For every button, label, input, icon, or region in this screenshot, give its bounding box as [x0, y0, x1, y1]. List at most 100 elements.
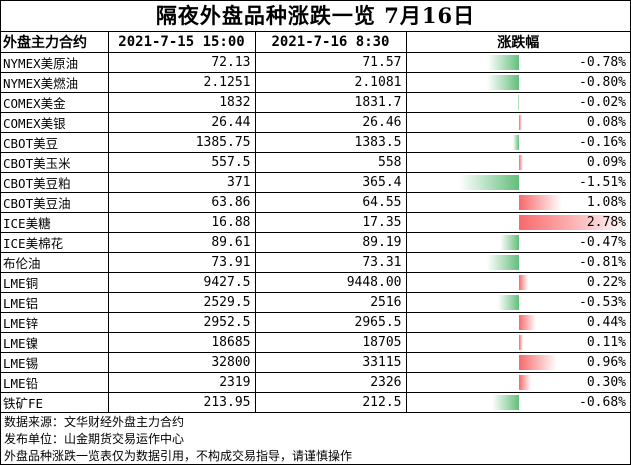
table-row: CBOT美豆 1385.75 1383.5 -0.16% [1, 132, 630, 153]
footer-source: 数据来源：文华财经外盘主力合约 [4, 415, 185, 429]
contract-name: NYMEX美燃油 [1, 72, 109, 93]
negative-data-bar [458, 175, 519, 190]
negative-data-bar [486, 75, 519, 90]
positive-data-bar [518, 115, 522, 130]
price-after: 1383.5 [254, 132, 407, 153]
change-value: -0.16% [579, 135, 626, 150]
price-after: 89.19 [254, 232, 407, 253]
change-value: 0.30% [586, 375, 626, 390]
price-before: 18685 [107, 332, 256, 353]
contract-name: ICE美糖 [1, 212, 109, 233]
change-cell: -0.53% [405, 292, 630, 313]
contract-name: CBOT美豆粕 [1, 172, 109, 193]
price-before: 1832 [107, 92, 256, 113]
price-after: 2326 [254, 372, 407, 393]
contract-name: LME锡 [1, 352, 109, 373]
table-row: 铁矿FE 213.95 212.5 -0.68% [1, 392, 630, 413]
price-before: 26.44 [107, 112, 256, 133]
positive-data-bar [518, 215, 629, 230]
table-row: COMEX美银 26.44 26.46 0.08% [1, 112, 630, 133]
price-after: 212.5 [254, 392, 407, 413]
contract-name: COMEX美银 [1, 112, 109, 133]
change-cell: -0.80% [405, 72, 630, 93]
change-cell: -0.16% [405, 132, 630, 153]
footer-publisher: 发布单位：山金期货交易运作中心 [4, 432, 185, 446]
contract-name: CBOT美玉米 [1, 152, 109, 173]
negative-data-bar [517, 95, 519, 110]
change-value: -0.68% [579, 395, 626, 410]
price-after: 71.57 [254, 52, 407, 73]
price-before: 213.95 [107, 392, 256, 413]
price-after: 18705 [254, 332, 407, 353]
change-cell: 0.08% [405, 112, 630, 133]
positive-data-bar [518, 355, 557, 370]
footer-disclaimer: 外盘品种涨跌一览表仅为数据引用，不构成交易指导，请谨慎操作 [4, 449, 353, 463]
table-row: CBOT美豆油 63.86 64.55 1.08% [1, 192, 630, 213]
footer-notes: 数据来源：文华财经外盘主力合约 发布单位：山金期货交易运作中心 外盘品种涨跌一览… [1, 413, 630, 466]
price-before: 16.88 [107, 212, 256, 233]
price-before: 2529.5 [107, 292, 256, 313]
table-row: NYMEX美原油 72.13 71.57 -0.78% [1, 52, 630, 73]
table-row: LME铅 2319 2326 0.30% [1, 372, 630, 393]
price-after: 33115 [254, 352, 407, 373]
header-time-1: 2021-7-15 15:00 [107, 32, 256, 53]
price-after: 17.35 [254, 212, 407, 233]
price-before: 371 [107, 172, 256, 193]
price-after: 2.1081 [254, 72, 407, 93]
price-after: 2965.5 [254, 312, 407, 333]
contract-name: COMEX美金 [1, 92, 109, 113]
header-change: 涨跌幅 [405, 32, 630, 53]
contract-name: LME铝 [1, 292, 109, 313]
contract-name: NYMEX美原油 [1, 52, 109, 73]
negative-data-bar [491, 395, 519, 410]
positive-data-bar [518, 335, 523, 350]
table-header-row: 外盘主力合约 2021-7-15 15:00 2021-7-16 8:30 涨跌… [1, 32, 630, 53]
price-after: 365.4 [254, 172, 407, 193]
change-value: 2.78% [586, 215, 626, 230]
table-row: 布伦油 73.91 73.31 -0.81% [1, 252, 630, 273]
table-row: ICE美棉花 89.61 89.19 -0.47% [1, 232, 630, 253]
contract-name: 铁矿FE [1, 392, 109, 413]
change-cell: 0.30% [405, 372, 630, 393]
table-row: LME铝 2529.5 2516 -0.53% [1, 292, 630, 313]
negative-data-bar [487, 55, 519, 70]
price-before: 1385.75 [107, 132, 256, 153]
header-time-2: 2021-7-16 8:30 [254, 32, 407, 53]
change-value: 0.09% [586, 155, 626, 170]
change-cell: -1.51% [405, 172, 630, 193]
change-value: -0.47% [579, 235, 626, 250]
positive-data-bar [518, 315, 536, 330]
change-value: 1.08% [586, 195, 626, 210]
price-before: 9427.5 [107, 272, 256, 293]
table-row: CBOT美豆粕 371 365.4 -1.51% [1, 172, 630, 193]
change-cell: 2.78% [405, 212, 630, 233]
change-value: -0.02% [579, 95, 626, 110]
change-cell: -0.68% [405, 392, 630, 413]
header-contract: 外盘主力合约 [1, 32, 109, 53]
price-after: 73.31 [254, 252, 407, 273]
change-cell: 1.08% [405, 192, 630, 213]
price-before: 32800 [107, 352, 256, 373]
change-cell: -0.02% [405, 92, 630, 113]
price-before: 2319 [107, 372, 256, 393]
price-after: 26.46 [254, 112, 407, 133]
price-before: 557.5 [107, 152, 256, 173]
change-value: -1.51% [579, 175, 626, 190]
table-row: ICE美糖 16.88 17.35 2.78% [1, 212, 630, 233]
change-value: 0.08% [586, 115, 626, 130]
change-cell: 0.22% [405, 272, 630, 293]
negative-data-bar [497, 295, 519, 310]
positive-data-bar [518, 155, 523, 170]
table-row: NYMEX美燃油 2.1251 2.1081 -0.80% [1, 72, 630, 93]
contract-name: LME铅 [1, 372, 109, 393]
price-after: 9448.00 [254, 272, 407, 293]
table-row: COMEX美金 1832 1831.7 -0.02% [1, 92, 630, 113]
change-value: 0.44% [586, 315, 626, 330]
change-cell: 0.11% [405, 332, 630, 353]
price-before: 63.86 [107, 192, 256, 213]
contract-name: ICE美棉花 [1, 232, 109, 253]
negative-data-bar [486, 255, 519, 270]
price-before: 72.13 [107, 52, 256, 73]
negative-data-bar [499, 235, 519, 250]
price-before: 2.1251 [107, 72, 256, 93]
